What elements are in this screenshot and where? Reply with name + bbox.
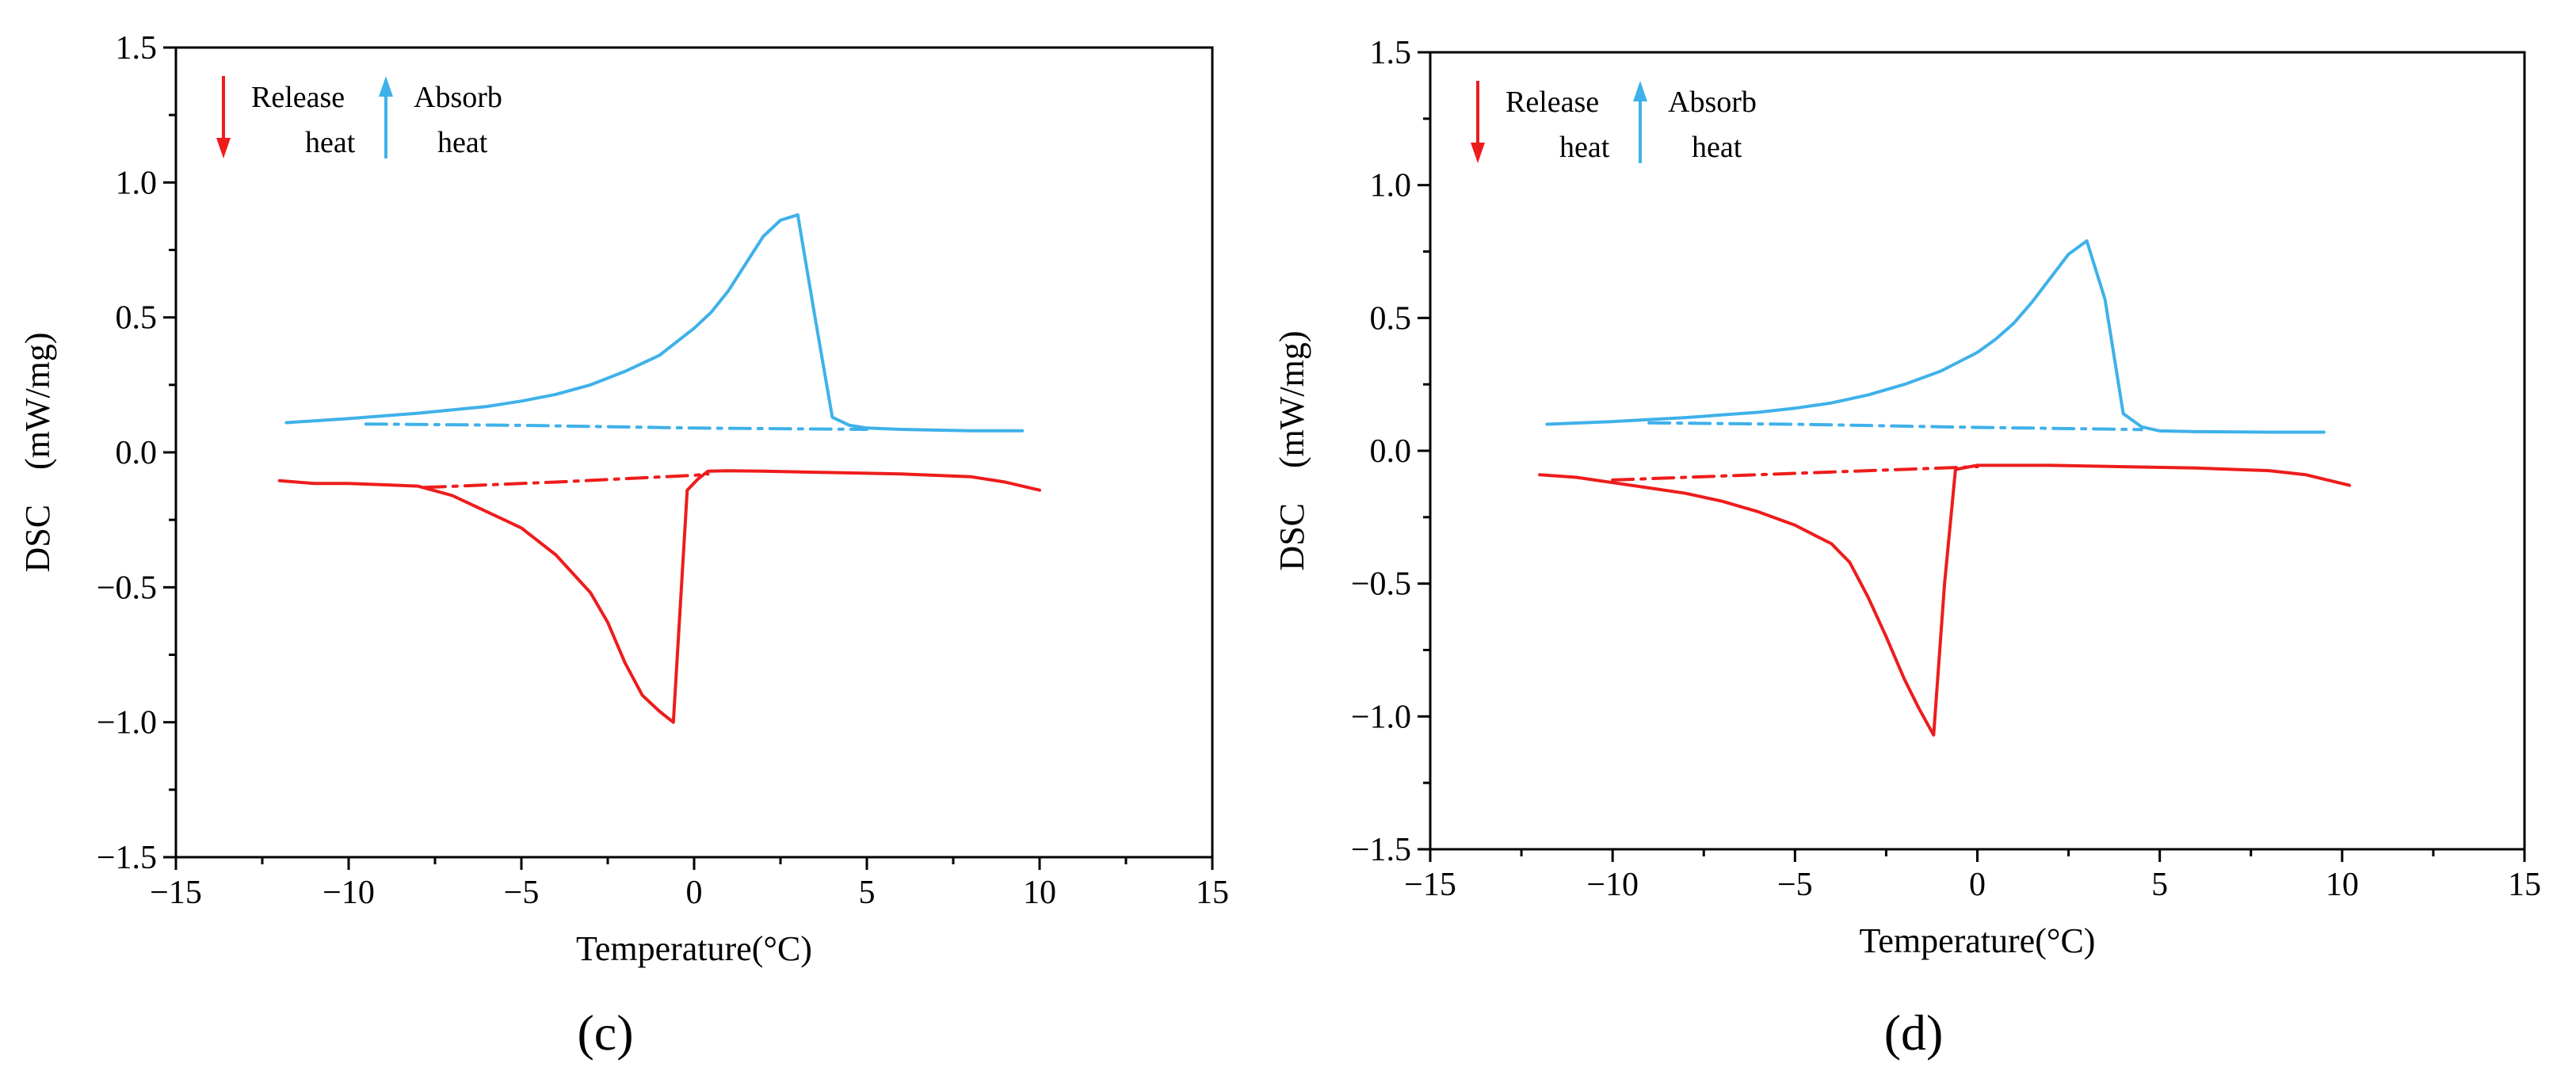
x-tick-label: −15 (150, 875, 202, 911)
x-tick-label: −10 (322, 875, 375, 911)
x-axis-title: Temperature(°C) (1860, 921, 2096, 960)
release-heat-curve (1538, 463, 2351, 737)
x-tick-label: 10 (1023, 875, 1056, 911)
x-tick-label: 5 (2151, 867, 2168, 903)
x-tick-label: 0 (686, 875, 703, 911)
legend-label: Release (251, 81, 345, 114)
legend-label: heat (1559, 131, 1610, 164)
absorb-heat-baseline-line (1647, 421, 2143, 432)
arrow-head (379, 76, 393, 97)
arrow-head (1471, 143, 1485, 163)
x-tick-label: −5 (504, 875, 540, 911)
y-tick-label: −0.5 (97, 570, 157, 606)
release-heat-baseline-line (1611, 465, 1979, 482)
y-tick-label: 0.5 (1370, 300, 1412, 337)
y-tick-label: 1.5 (1370, 35, 1412, 71)
x-tick-label: 15 (1196, 875, 1229, 911)
chart-panel-c: −15 −10 −5 0 5 10 15 −1.5 −1.0 −0.5 0.0 0.5 1.0 1.5 Te… (18, 30, 1229, 968)
y-tick-label: −1.5 (1351, 832, 1411, 868)
y-tick-label: −1.0 (1351, 699, 1411, 735)
plot-frame (174, 46, 1214, 859)
down-arrow-icon (216, 76, 231, 158)
absorb-heat-baseline-line (364, 422, 868, 431)
arrow-head (1633, 81, 1647, 101)
y-tick-label: −1.0 (97, 705, 157, 742)
y-tick-label: −0.5 (1351, 566, 1411, 603)
y-tick-label: 0.0 (1370, 433, 1412, 470)
y-tick-label: 0.5 (116, 300, 158, 337)
legend-label: heat (437, 126, 488, 159)
legend-label: heat (1692, 131, 1742, 164)
y-tick-label: 0.0 (116, 435, 158, 471)
y-axis-title: DSC (mW/mg) (1273, 330, 1311, 570)
x-tick-label: 5 (859, 875, 876, 911)
x-tick-label: −15 (1404, 867, 1456, 903)
legend-label: heat (305, 126, 356, 159)
x-tick-label: 0 (1969, 867, 1986, 903)
y-axis-title: DSC (mW/mg) (18, 332, 57, 572)
x-tick-label: 10 (2326, 867, 2359, 903)
panel-label: (c) (577, 1005, 633, 1061)
legend-label: Absorb (1668, 86, 1757, 119)
x-axis-title: Temperature(°C) (576, 929, 812, 968)
y-tick-label: 1.0 (116, 165, 158, 201)
up-arrow-icon (1633, 81, 1647, 163)
y-tick-label: 1.5 (116, 30, 158, 67)
release-heat-curve (277, 469, 1041, 724)
chart-panel-d: −15 −10 −5 0 5 10 15 −1.5 −1.0 −0.5 0.0 0.5 1.0 1.5 Te… (1273, 35, 2541, 960)
x-tick-label: 15 (2508, 867, 2541, 903)
legend-label: Absorb (414, 81, 502, 114)
arrow-head (216, 138, 231, 158)
release-heat-baseline-line (422, 472, 710, 490)
x-tick-label: −5 (1777, 867, 1813, 903)
y-tick-label: −1.5 (97, 840, 157, 876)
panel-label: (d) (1884, 1005, 1944, 1061)
y-tick-label: 1.0 (1370, 168, 1412, 204)
absorb-heat-curve (1545, 239, 2326, 434)
plot-frame (1429, 51, 2526, 851)
legend-label: Release (1506, 86, 1599, 119)
down-arrow-icon (1471, 81, 1485, 163)
absorb-heat-curve (284, 213, 1025, 433)
up-arrow-icon (379, 76, 393, 158)
x-tick-label: −10 (1586, 867, 1639, 903)
